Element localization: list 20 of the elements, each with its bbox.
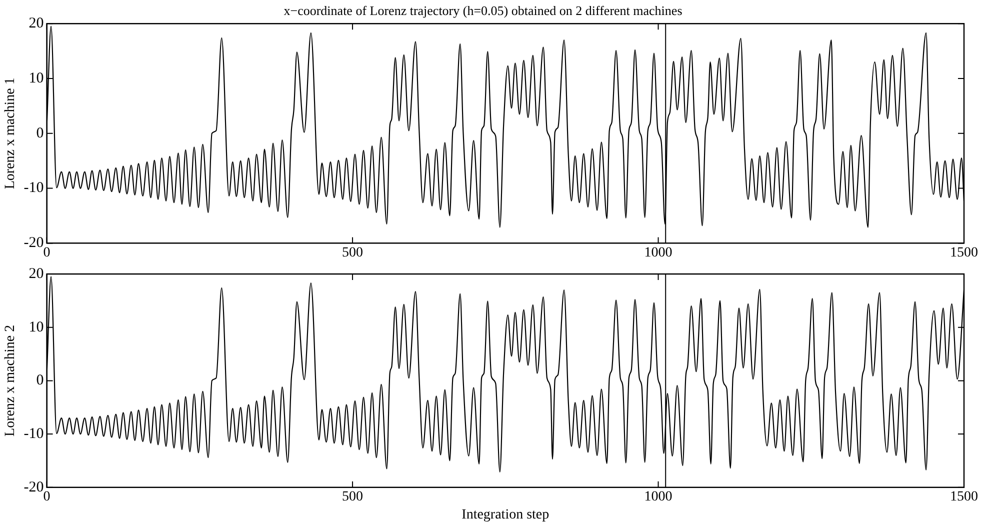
x-tick-label: 1000 [644,489,672,504]
x-tick-label: 1500 [950,489,978,504]
y-axis-title: Lorenz x machine 2 [3,324,18,436]
x-tick-label: 500 [342,245,364,260]
y-tick-label: -20 [24,235,44,252]
y-tick-label: 20 [28,266,44,282]
y-tick-label: 0 [36,125,44,142]
x-tick-label: 1500 [950,245,978,260]
y-tick-label: -10 [24,426,44,442]
chart-title: x−coordinate of Lorenz trajectory (h=0.05) obtained on 2 different machines [284,3,682,18]
y-tick-label: 20 [28,16,44,32]
y-axis-title: Lorenz x machine 1 [3,78,18,190]
y-tick-label: 10 [28,319,44,336]
y-tick-label: -10 [24,180,44,196]
x-tick-label: 1000 [644,245,672,260]
y-tick-label: 10 [28,70,44,86]
y-tick-label: 0 [36,372,44,389]
x-axis-title: Integration step [462,507,550,522]
x-tick-label: 500 [342,489,364,504]
y-tick-label: -20 [24,479,44,496]
